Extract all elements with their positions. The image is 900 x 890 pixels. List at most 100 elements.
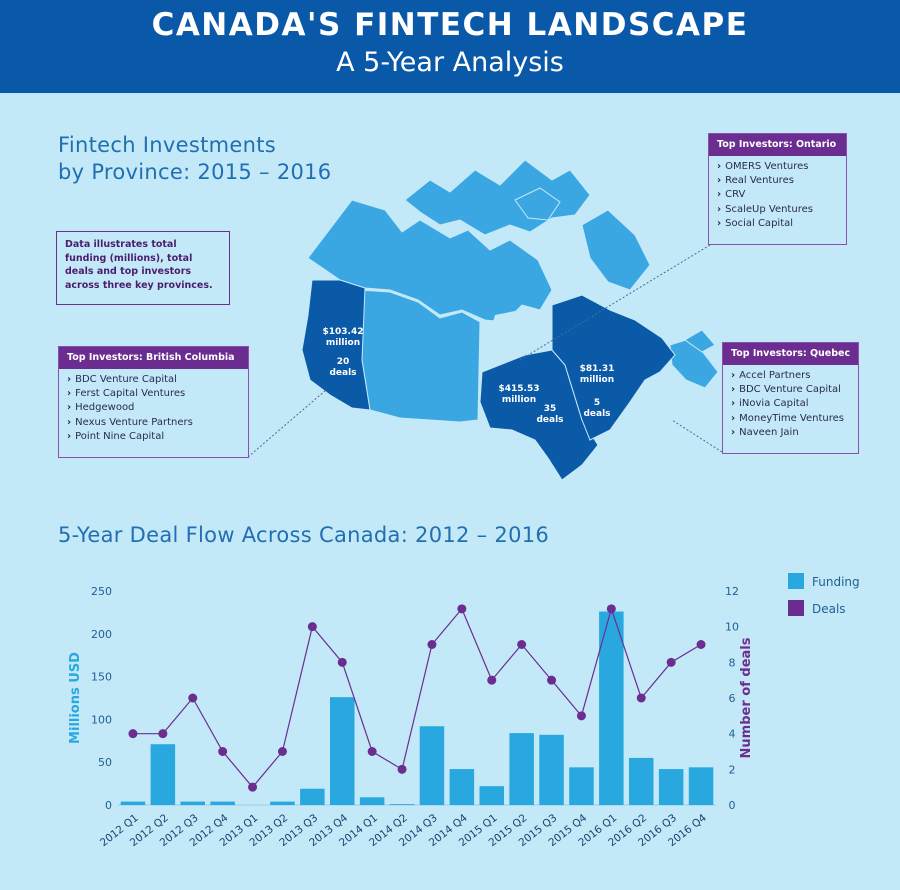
- deals-point: [397, 764, 407, 774]
- investor-name: MoneyTime Ventures: [739, 412, 844, 424]
- investor-name: OMERS Ventures: [725, 161, 809, 172]
- funding-bar: [539, 734, 564, 805]
- investors-ontario-list: › OMERS Ventures › Real Ventures › CRV › ScaleU…: [709, 156, 846, 235]
- deals-line: [132, 606, 702, 789]
- funding-bar: [120, 801, 146, 805]
- funding-bar: [688, 767, 714, 805]
- bc-funding-value: $103.42: [322, 327, 364, 337]
- chevron-right-icon: ›: [717, 189, 722, 201]
- bc-deals-count: 20: [336, 357, 350, 367]
- header-banner: CANADA'S FINTECH LANDSCAPE A 5-Year Anal…: [0, 0, 900, 93]
- legend-deals-swatch: [788, 600, 804, 616]
- chevron-right-icon: ›: [731, 370, 736, 381]
- y2-tick-label: 4: [729, 728, 736, 741]
- investor-item: › Nexus Venture Partners: [67, 416, 240, 430]
- deal-flow-chart: 0 50 100 150 200 250 0 2 4 6 8 10 12 Millions USD Numb…: [68, 573, 860, 849]
- y2-axis-label: Number of deals: [739, 637, 754, 758]
- chevron-right-icon: ›: [717, 203, 722, 215]
- investor-item: › CRV: [717, 188, 838, 202]
- investors-quebec: Top Investors: Quebec › Accel Partners › BD…: [722, 342, 859, 454]
- deals-point: [307, 622, 317, 632]
- quebec-deals-count: 5: [593, 398, 601, 408]
- y2-tick-label: 8: [729, 656, 736, 669]
- investor-item: › Naveen Jain: [731, 426, 850, 440]
- quebec-deals-label: 5 deals: [572, 398, 622, 420]
- funding-bar: [599, 611, 624, 805]
- deals-point: [457, 604, 467, 614]
- ontario-funding-unit: million: [501, 395, 537, 405]
- investor-item: › iNovia Capital: [731, 397, 850, 411]
- map-title-line2: by Province: 2015 – 2016: [58, 160, 332, 184]
- legend-deals-label: Deals: [812, 602, 846, 616]
- ontario-funding-label: $415.53 million: [494, 384, 544, 406]
- deals-point: [696, 640, 706, 649]
- y-tick-label: 250: [91, 585, 112, 598]
- y2-tick-label: 2: [729, 763, 736, 776]
- deals-point: [606, 604, 616, 614]
- y-tick-label: 100: [91, 713, 112, 726]
- y-tick-label: 50: [98, 756, 112, 769]
- investor-item: › Point Nine Capital: [67, 430, 240, 444]
- deals-point: [248, 782, 258, 792]
- investor-name: Ferst Capital Ventures: [75, 388, 186, 400]
- investor-name: Point Nine Capital: [75, 430, 165, 442]
- investors-bc: Top Investors: British Columbia › BDC Ven…: [58, 346, 249, 458]
- investor-name: Nexus Venture Partners: [75, 416, 193, 428]
- deals-point: [367, 747, 377, 756]
- deals-point: [158, 729, 168, 739]
- ontario-deals-label: 35 deals: [525, 404, 575, 426]
- y2-tick-label: 10: [725, 621, 739, 634]
- funding-bar: [300, 788, 325, 805]
- investor-name: Accel Partners: [739, 370, 811, 381]
- investor-item: › BDC Venture Capital: [67, 373, 240, 387]
- map-section-title: Fintech Investments by Province: 2015 – …: [58, 132, 331, 186]
- bc-funding-label: $103.42 million: [318, 327, 368, 349]
- funding-bar: [628, 757, 654, 805]
- quebec-funding-label: $81.31 million: [572, 364, 622, 386]
- investor-name: BDC Venture Capital: [75, 374, 177, 385]
- page-subtitle: A 5-Year Analysis: [336, 47, 564, 78]
- bc-funding-unit: million: [325, 338, 361, 348]
- investor-item: › Hedgewood: [67, 401, 240, 415]
- funding-bar: [210, 801, 235, 805]
- y-tick-label: 150: [91, 671, 112, 684]
- deals-point: [277, 747, 287, 756]
- deals-point: [188, 693, 198, 703]
- deals-point: [218, 747, 228, 756]
- y2-tick-label: 0: [729, 799, 736, 812]
- funding-bar: [658, 769, 684, 805]
- investor-name: ScaleUp Ventures: [725, 203, 813, 215]
- funding-bar: [569, 767, 594, 805]
- investor-item: › ScaleUp Ventures: [717, 203, 838, 217]
- chevron-right-icon: ›: [67, 402, 72, 414]
- investors-quebec-header: Top Investors: Quebec: [723, 343, 858, 365]
- investor-name: CRV: [725, 189, 746, 201]
- data-note: Data illustrates total funding (millions…: [56, 231, 230, 305]
- chevron-right-icon: ›: [731, 412, 736, 424]
- investors-bc-list: › BDC Venture Capital › Ferst Capital Ventu…: [59, 369, 248, 448]
- deals-point: [487, 675, 497, 685]
- map-hudson-bay: [488, 308, 552, 352]
- y2-tick-label: 12: [725, 585, 739, 598]
- investors-ontario-header: Top Investors: Ontario: [709, 134, 846, 156]
- ontario-deals-count: 35: [543, 404, 557, 414]
- funding-bar: [150, 744, 176, 805]
- investors-ontario: Top Investors: Ontario › OMERS Ventures › R…: [708, 133, 847, 245]
- map-title-line1: Fintech Investments: [58, 133, 276, 157]
- quebec-funding-unit: million: [579, 375, 615, 385]
- investor-name: Naveen Jain: [739, 426, 799, 438]
- investor-item: › BDC Venture Capital: [731, 383, 850, 397]
- y-axis-label: Millions USD: [68, 652, 83, 744]
- investor-item: › OMERS Ventures: [717, 160, 838, 174]
- deals-point: [547, 675, 557, 685]
- chevron-right-icon: ›: [731, 426, 736, 438]
- map-arctic-island-2: [514, 187, 561, 221]
- map-arctic-islands: [404, 159, 591, 236]
- funding-bar: [509, 733, 534, 805]
- deals-point: [337, 657, 347, 667]
- map-baffin-island: [581, 209, 651, 291]
- deals-point: [128, 729, 138, 739]
- chevron-right-icon: ›: [717, 175, 722, 187]
- legend-funding-swatch: [788, 573, 804, 589]
- quebec-deals-word: deals: [583, 409, 611, 419]
